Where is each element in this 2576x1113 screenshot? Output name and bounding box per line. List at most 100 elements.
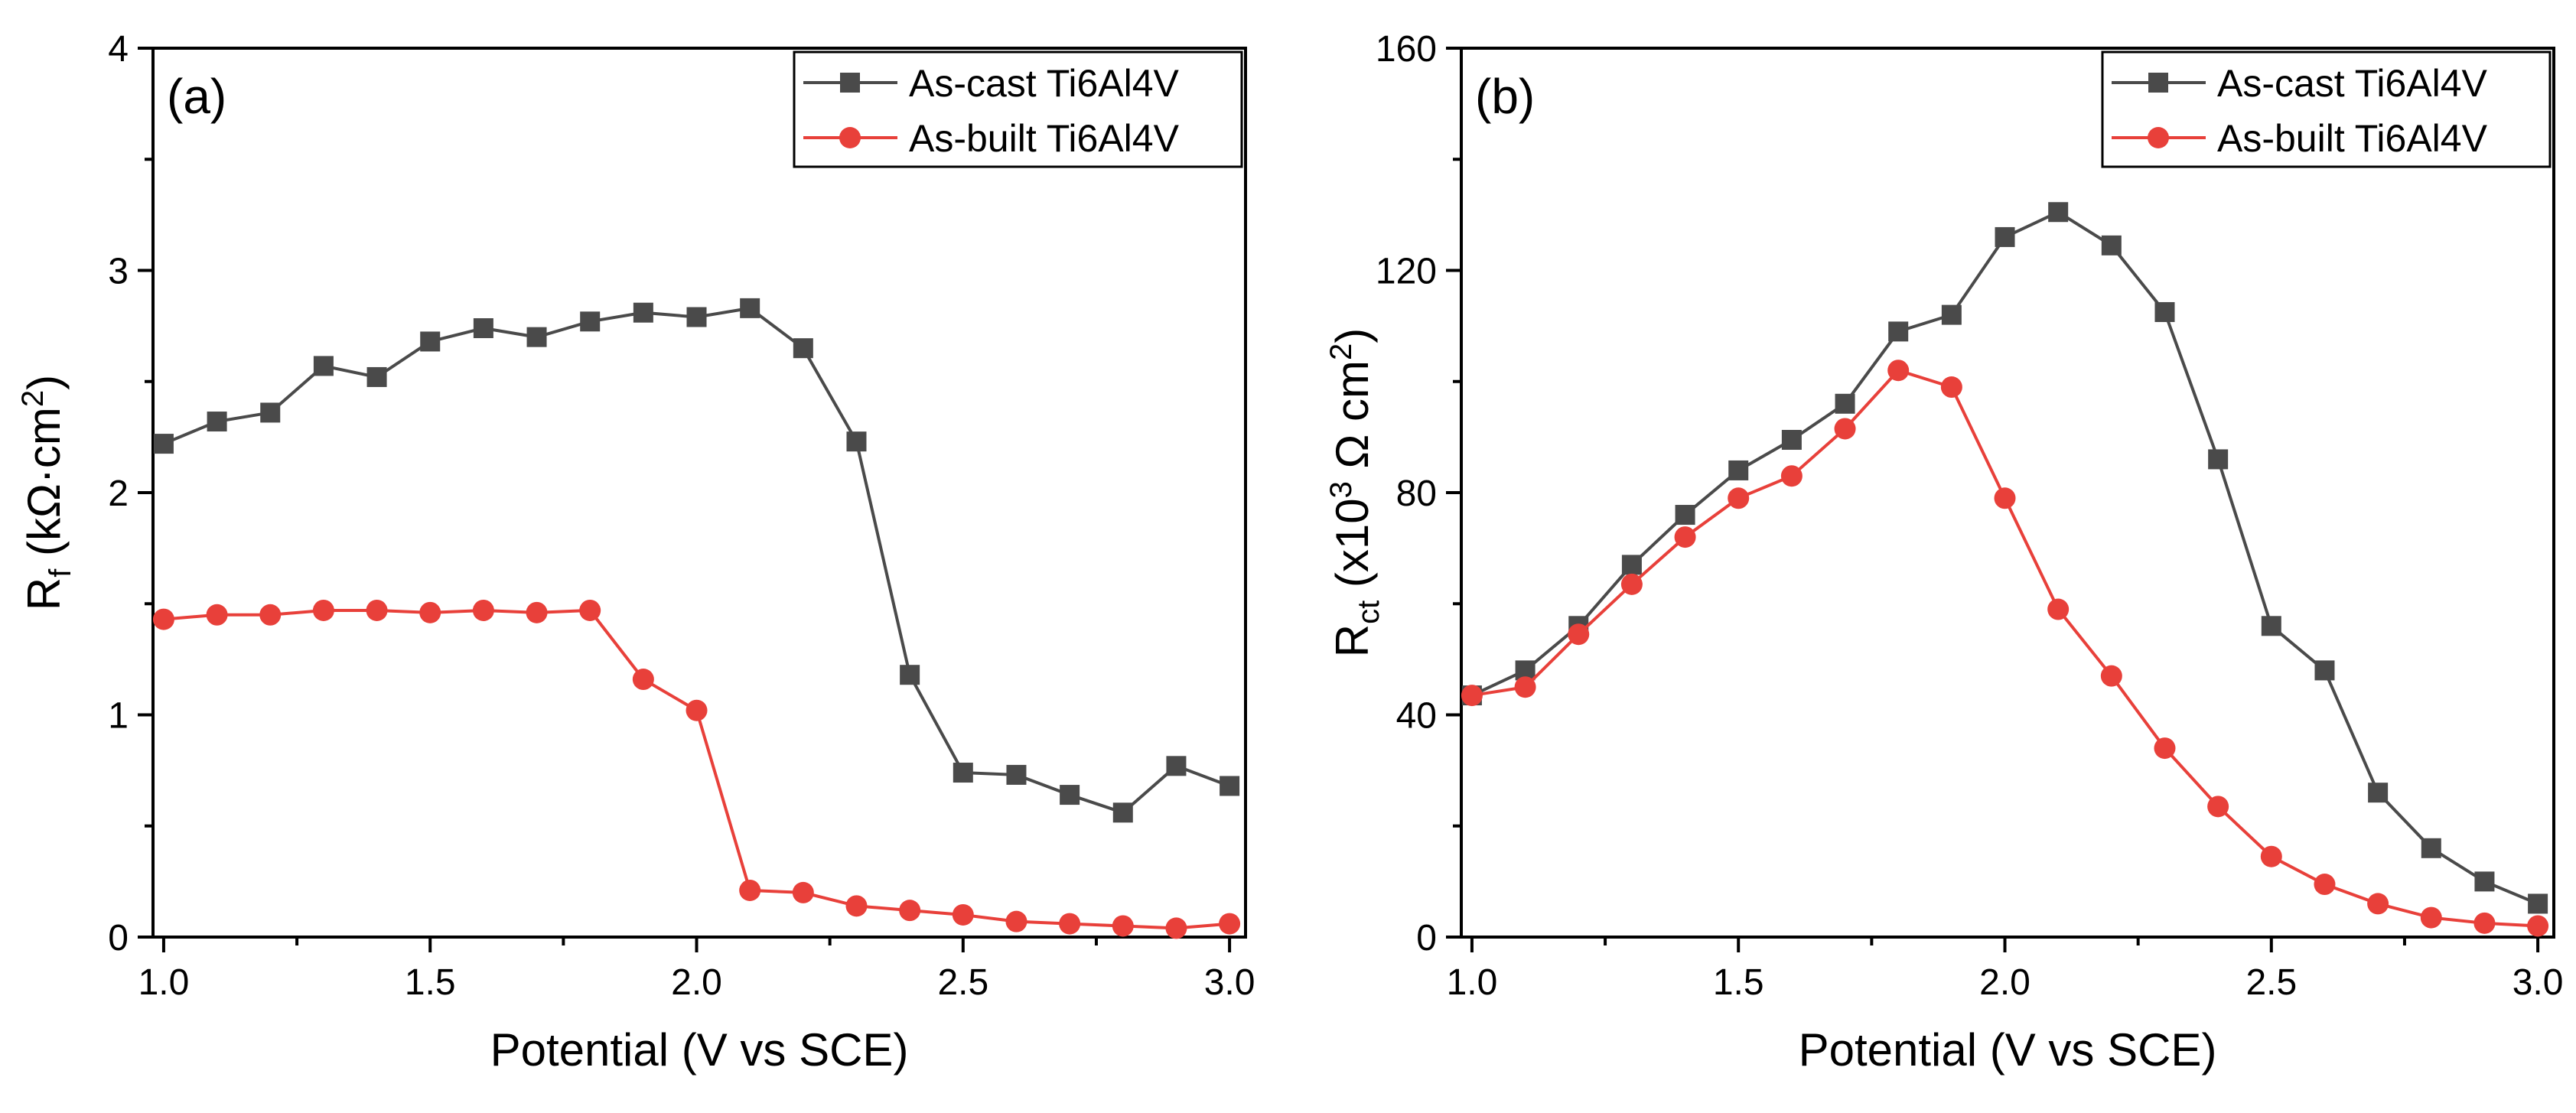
y-tick-label-b: 40 [1396, 696, 1437, 737]
data-point-as-built-b [2047, 598, 2070, 620]
data-point-as-cast-a [953, 763, 973, 783]
data-point-as-built-a [206, 604, 228, 626]
x-tick-label-a: 2.5 [937, 962, 988, 1003]
data-point-as-cast-a [366, 366, 387, 387]
data-point-as-cast-a [420, 331, 441, 352]
data-point-as-built-b [1780, 465, 1803, 487]
panel-label-b: (b) [1475, 69, 1535, 124]
data-point-as-built-a [952, 903, 974, 926]
series-line-as-built-b [1471, 368, 2539, 928]
data-point-as-built-b [1461, 685, 1483, 707]
data-point-as-built-a [259, 604, 282, 626]
data-point-as-built-b [2527, 915, 2549, 937]
data-point-as-built-b [1887, 360, 1910, 382]
data-point-as-cast-b [1995, 226, 2015, 247]
data-point-as-cast-a [526, 327, 547, 347]
data-point-as-built-a [845, 895, 868, 917]
data-point-as-built-b [1620, 573, 1643, 595]
data-point-as-built-b [1514, 676, 1536, 698]
legend-label-as-cast-a: As-cast Ti6Al4V [909, 62, 1180, 105]
x-tick-label-b: 1.5 [1713, 962, 1764, 1003]
data-point-as-cast-b [1941, 304, 1962, 325]
data-point-as-cast-a [473, 318, 493, 339]
data-point-as-cast-b [2261, 616, 2281, 636]
legend-label-as-cast-b: As-cast Ti6Al4V [2217, 62, 2488, 105]
data-point-as-cast-a [846, 431, 867, 452]
data-point-as-built-a [579, 599, 601, 621]
x-tick-label-a: 2.0 [671, 962, 722, 1003]
y-axis-title-b: Rct (x103 Ω cm2) [1324, 328, 1386, 658]
y-tick-label-b: 80 [1396, 474, 1437, 514]
x-axis-title-b: Potential (V vs SCE) [1799, 1024, 2217, 1076]
data-point-as-built-b [2260, 845, 2282, 867]
legend-marker-as-cast-b [2148, 73, 2168, 93]
data-point-as-built-a [739, 879, 761, 901]
data-point-as-cast-b [1835, 393, 1855, 414]
plot-frame-a [151, 47, 1247, 939]
data-point-as-built-a [419, 601, 441, 623]
data-point-as-built-b [2207, 796, 2229, 818]
y-tick-label-a: 4 [108, 29, 129, 70]
data-point-as-built-a [1219, 913, 1241, 935]
panel-label-a: (a) [167, 69, 226, 124]
y-tick-label-a: 0 [108, 918, 129, 958]
data-point-as-cast-b [1728, 460, 1749, 480]
legend-box-a [793, 50, 1243, 168]
data-point-as-cast-a [313, 356, 334, 376]
legend-label-as-built-a: As-built Ti6Al4V [909, 117, 1180, 160]
data-point-as-cast-a [580, 311, 601, 332]
data-point-as-built-a [152, 608, 174, 630]
data-point-as-cast-a [686, 307, 707, 327]
x-tick-label-b: 3.0 [2512, 962, 2564, 1003]
data-point-as-built-b [2100, 665, 2122, 687]
data-point-as-cast-a [900, 665, 920, 685]
data-point-as-cast-a [1006, 764, 1027, 785]
data-point-as-cast-a [740, 298, 760, 318]
data-point-as-built-a [366, 599, 388, 621]
x-tick-label-a: 1.5 [405, 962, 456, 1003]
data-point-as-cast-b [1675, 505, 1695, 526]
data-point-as-cast-b [2154, 301, 2175, 322]
data-point-as-cast-b [2314, 660, 2335, 681]
data-point-as-cast-b [1621, 555, 1642, 575]
panel-a: 1.0 1.5 2.0 2.5 3.0 0 1 2 3 4 Potential (V vs SCE)… [16, 29, 1255, 1076]
data-point-as-built-a [526, 601, 548, 623]
data-point-as-built-a [472, 599, 494, 621]
y-tick-label-a: 3 [108, 252, 129, 292]
y-tick-label-a: 1 [108, 696, 129, 737]
data-point-as-cast-b [2101, 235, 2122, 255]
data-point-as-cast-b [2421, 838, 2441, 858]
panel-b: 1.0 1.5 2.0 2.5 3.0 0 40 80 120 160 Potential (V v… [1324, 29, 2563, 1076]
data-point-as-cast-a [633, 302, 653, 323]
series-line-as-built-a [163, 608, 1230, 930]
data-point-as-built-b [1834, 418, 1856, 440]
y-axis-title-a: Rf (kΩ·cm2) [16, 375, 77, 610]
data-point-as-cast-b [2474, 871, 2495, 892]
x-tick-label-b: 2.5 [2245, 962, 2297, 1003]
data-point-as-cast-a [1060, 785, 1080, 805]
data-point-as-built-b [1568, 623, 1590, 646]
y-tick-label-b: 160 [1376, 29, 1437, 70]
data-point-as-built-b [1940, 376, 1962, 399]
data-point-as-cast-a [793, 338, 813, 359]
data-point-as-cast-b [2048, 202, 2069, 223]
x-tick-label-b: 1.0 [1447, 962, 1498, 1003]
data-point-as-built-b [1728, 487, 1750, 509]
data-point-as-built-a [686, 699, 708, 721]
legend-marker-as-cast-a [840, 73, 860, 93]
data-point-as-built-b [2367, 893, 2389, 915]
data-point-as-built-b [2473, 912, 2496, 934]
x-axis-title-a: Potential (V vs SCE) [490, 1024, 909, 1076]
data-point-as-built-a [899, 900, 921, 922]
y-tick-label-a: 2 [108, 474, 129, 514]
series-line-as-cast-a [163, 306, 1230, 815]
legend-label-as-built-b: As-built Ti6Al4V [2217, 117, 2488, 160]
data-point-as-built-a [1112, 915, 1134, 937]
data-point-as-built-a [792, 881, 814, 903]
y-tick-label-b: 120 [1376, 252, 1437, 292]
data-point-as-cast-a [260, 402, 281, 423]
data-point-as-built-a [1165, 917, 1187, 939]
y-tick-label-b: 0 [1416, 918, 1437, 958]
data-point-as-built-b [2314, 874, 2336, 896]
